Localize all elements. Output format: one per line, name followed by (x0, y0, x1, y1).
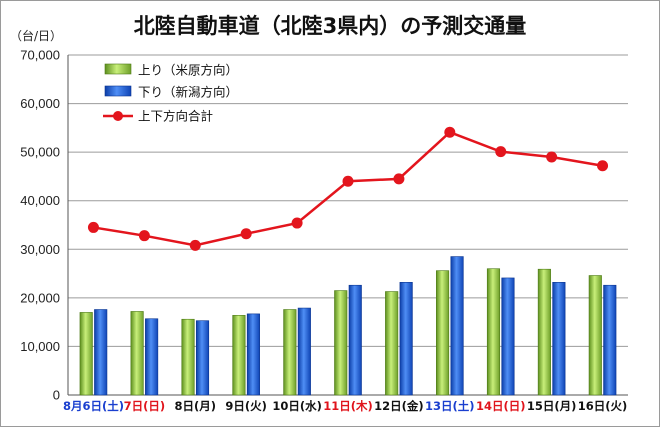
total-data-point (291, 217, 303, 229)
legend-label: 上り（米原方向） (138, 63, 238, 78)
bar-outbound (450, 256, 464, 396)
x-tick-label: 15日(月) (527, 399, 577, 413)
x-tick-label: 9日(火) (225, 399, 267, 413)
y-tick-label: 0 (53, 388, 60, 403)
bar-inbound (486, 268, 501, 396)
total-series-line (93, 130, 603, 247)
y-tick-label: 50,000 (20, 145, 60, 160)
x-tick-label: 7日(日) (124, 399, 166, 413)
bar-outbound (195, 320, 210, 396)
bar-outbound (297, 307, 311, 396)
chart-title: 北陸自動車道（北陸3県内）の予測交通量 (133, 14, 527, 38)
x-tick-label: 8月6日(土) (63, 399, 124, 413)
x-tick-label: 10日(水) (272, 399, 322, 413)
bar-inbound (588, 275, 602, 396)
bar-outbound (552, 282, 566, 396)
total-data-point (240, 228, 252, 240)
x-tick-label: 12日(金) (374, 399, 424, 413)
bar-inbound (130, 311, 144, 396)
bar-inbound (283, 309, 297, 396)
bar-inbound (537, 268, 551, 396)
bar-outbound (603, 284, 617, 396)
bar-outbound (145, 318, 159, 396)
y-tick-label: 40,000 (20, 193, 60, 208)
bar-outbound (501, 277, 515, 396)
total-data-point (189, 239, 201, 251)
x-tick-label: 16日(火) (578, 399, 628, 413)
bar-inbound (181, 318, 195, 396)
bar-inbound (436, 270, 450, 396)
total-data-point (342, 175, 354, 187)
bar-inbound (334, 290, 348, 396)
y-tick-label: 10,000 (20, 339, 60, 354)
legend-swatch (104, 63, 132, 75)
total-data-point (597, 160, 609, 172)
total-data-point (546, 151, 558, 163)
x-tick-label: 11日(木) (323, 399, 373, 413)
bar-outbound (399, 282, 413, 396)
y-tick-label: 30,000 (20, 242, 60, 257)
bar-inbound (385, 291, 399, 396)
y-tick-label: 60,000 (20, 96, 60, 111)
legend: 上り（米原方向） 下り（新潟方向） 上下方向合計 (103, 63, 238, 124)
y-axis-unit: （台/日） (10, 29, 63, 43)
legend-label: 上下方向合計 (138, 109, 213, 124)
bar-outbound (94, 309, 108, 396)
legend-swatch (104, 85, 132, 97)
x-tick-label: 13日(土) (425, 399, 475, 413)
legend-label: 下り（新潟方向） (138, 85, 238, 100)
total-line (87, 126, 609, 251)
x-tick-label: 14日(日) (476, 399, 526, 413)
bar-inbound (232, 315, 246, 396)
total-data-point (87, 221, 99, 233)
y-tick-label: 20,000 (20, 290, 60, 305)
bar-inbound (79, 312, 93, 396)
x-tick-label: 8日(月) (175, 399, 217, 413)
legend-marker (113, 111, 123, 121)
y-tick-label: 70,000 (20, 48, 60, 63)
bar-outbound (348, 284, 362, 396)
total-data-point (444, 126, 456, 138)
total-data-point (495, 146, 507, 158)
gridlines (68, 54, 628, 347)
total-data-point (138, 230, 150, 242)
bar-outbound (246, 313, 260, 396)
bars (79, 256, 617, 396)
total-data-point (393, 173, 405, 185)
axes: 0 10,000 20,000 30,000 40,000 50,000 60,000 70,… (20, 48, 628, 413)
